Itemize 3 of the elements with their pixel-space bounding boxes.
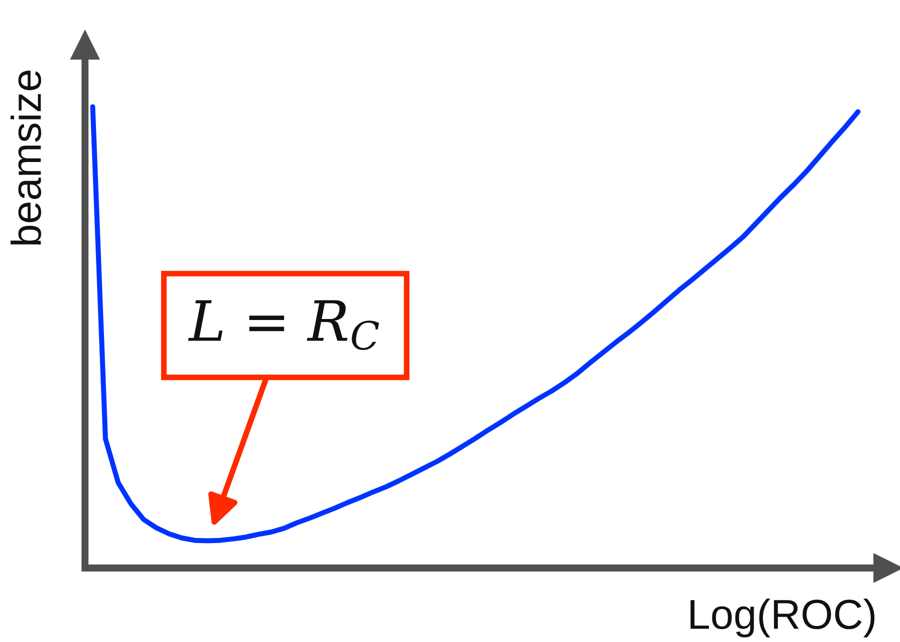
annotation: L = R$_{C}$ bbox=[188, 300, 379, 350]
x-axis-title: Log(ROC) bbox=[690, 598, 874, 638]
y-axis-title: beamsize bbox=[10, 70, 42, 244]
